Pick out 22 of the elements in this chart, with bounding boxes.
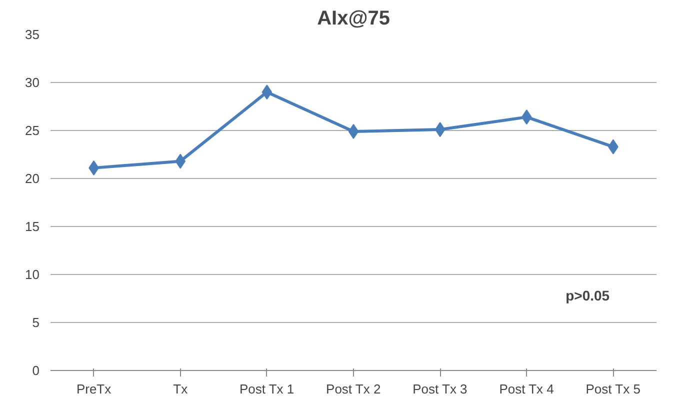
y-tick-label: 25 xyxy=(25,123,40,138)
point xyxy=(262,84,272,100)
x-tick-label: Post Tx 4 xyxy=(499,382,554,396)
x-tick-label: Post Tx 3 xyxy=(412,382,468,396)
point xyxy=(521,110,532,125)
x-tick-label: Post Tx 2 xyxy=(326,382,381,396)
x-tick-label: PreTx xyxy=(76,382,112,396)
y-tick-label: 0 xyxy=(32,363,40,378)
x-tick-label: Tx xyxy=(173,382,188,396)
y-tick-label: 30 xyxy=(25,75,40,90)
x-tick-label: Post Tx 1 xyxy=(239,382,294,396)
y-tick-label: 35 xyxy=(25,27,40,42)
x-tick-label: Post Tx 5 xyxy=(586,382,640,396)
point xyxy=(348,124,359,139)
point xyxy=(175,154,186,169)
y-tick-label: 20 xyxy=(25,171,40,186)
annotation: p>0.05 xyxy=(566,287,610,304)
point xyxy=(434,122,446,138)
y-tick-label: 15 xyxy=(25,219,40,234)
y-tick-label: 10 xyxy=(25,267,40,282)
chart-title: AIx@75 xyxy=(317,8,390,30)
y-tick-label: 5 xyxy=(32,315,40,330)
